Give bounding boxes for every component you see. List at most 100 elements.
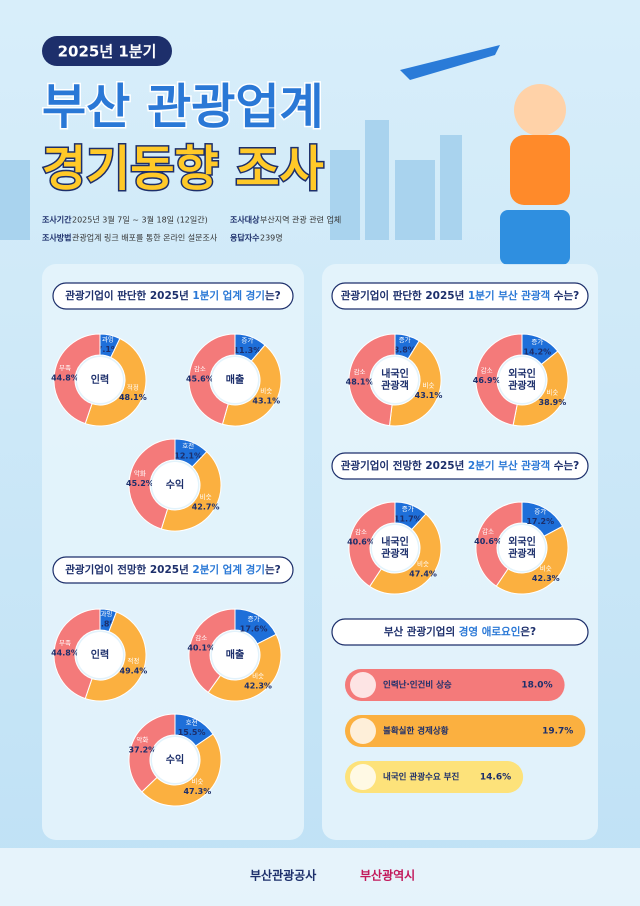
segment-name: 과잉	[100, 609, 112, 618]
title-em: 2분기 업계 경기	[192, 563, 265, 576]
segment-value: 45.2%	[126, 479, 154, 488]
donut-center-label: 내국인	[381, 535, 409, 548]
title-pre: 관광기업이 판단한 2025년	[341, 289, 468, 302]
segment-value: 37.2%	[128, 746, 156, 755]
segment-name: 감소	[195, 634, 207, 642]
segment-value: 45.6%	[186, 375, 214, 384]
title-line: 부산 관광업계	[42, 79, 324, 135]
segment-value: 46.9%	[473, 376, 501, 385]
segment-value: 17.2%	[526, 517, 554, 526]
segment-name: 부족	[59, 364, 71, 372]
info-value: 관광업계 링크 배포를 통한 온라인 설문조사	[72, 233, 218, 243]
barrier-bar	[345, 761, 524, 793]
donut-center-label: 관광객	[381, 379, 409, 392]
segment-value: 42.7%	[192, 502, 220, 511]
segment-value: 48.1%	[119, 393, 147, 402]
section-title-bg	[52, 282, 294, 310]
segment-value: 43.1%	[252, 396, 280, 405]
donut-center	[77, 632, 123, 678]
footer-logo: 부산광역시	[360, 868, 415, 883]
donut-segment	[84, 611, 147, 702]
barrier-label: 인력난·인건비 상승	[383, 680, 452, 691]
title-post: 는?	[265, 564, 281, 576]
segment-name: 감소	[481, 367, 493, 375]
section-title-bg	[331, 282, 589, 310]
segment-value: 15.5%	[178, 728, 206, 737]
badge: 2025년 1분기	[58, 43, 157, 61]
donut-segment	[141, 733, 222, 807]
donut-center-label: 인력	[91, 373, 109, 386]
donut-segment	[368, 513, 442, 595]
segment-name: 감소	[194, 365, 206, 373]
donut-segment	[160, 450, 222, 532]
segment-name: 증가	[248, 614, 260, 623]
title-em: 1분기 부산 관광객	[468, 289, 550, 302]
donut-segment	[128, 438, 176, 530]
donut-center-label: 매출	[226, 373, 244, 386]
segment-name: 호전	[182, 441, 194, 450]
barrier-value: 18.0%	[521, 681, 552, 691]
segment-value: 47.4%	[409, 569, 437, 578]
footer-band	[0, 848, 640, 906]
donut-segment	[388, 340, 442, 427]
title-line: 경기동향 조사	[42, 141, 324, 197]
segment-value: 40.6%	[347, 537, 375, 546]
donut-center-label: 관광객	[381, 547, 409, 560]
donut-center	[77, 357, 123, 403]
segment-value: 40.1%	[187, 644, 215, 653]
info-label: 조사기간	[42, 215, 72, 225]
donut-center-label: 내국인	[381, 367, 409, 380]
airplane	[400, 45, 500, 80]
segment-value: 43.1%	[415, 391, 443, 400]
segment-name: 비슷	[546, 387, 558, 396]
segment-name: 비슷	[252, 671, 264, 680]
barrier-value: 14.6%	[480, 773, 511, 783]
segment-name: 적정	[127, 656, 139, 665]
title-pre: 관광기업이 전망한 2025년	[65, 563, 192, 576]
segment-value: 40.6%	[474, 537, 502, 546]
donut-center-label: 수익	[166, 754, 184, 766]
segment-value: 8.8%	[394, 345, 416, 354]
segment-value: 44.8%	[51, 649, 79, 658]
donut-segment	[53, 333, 101, 425]
info-value: 부산지역 관광 관련 업체	[260, 215, 341, 225]
barrier-bar	[345, 669, 565, 701]
barrier-label: 내국인 관광수요 부진	[383, 772, 459, 783]
donut-segment	[348, 501, 396, 588]
segment-name: 감소	[354, 368, 366, 376]
segment-name: 감소	[482, 528, 494, 536]
info-label: 응답자수	[230, 233, 260, 243]
info-label: 조사대상	[230, 215, 260, 225]
segment-name: 호전	[186, 718, 198, 727]
donut-center	[372, 357, 418, 403]
info-value: 239명	[260, 233, 283, 243]
donut-center-label: 인력	[91, 648, 109, 661]
donut-segment	[475, 501, 523, 587]
title-post: 수는?	[550, 290, 579, 302]
segment-name: 과잉	[102, 334, 114, 343]
segment-value: 47.3%	[183, 787, 211, 796]
info-value: 2025년 3월 7일 ~ 3월 18일 (12일간)	[72, 215, 208, 225]
title-em: 경영 애로요인	[459, 625, 521, 638]
segment-value: 17.6%	[240, 624, 268, 633]
donut-segment	[188, 608, 236, 694]
suitcase	[500, 210, 570, 265]
segment-name: 비슷	[191, 777, 203, 786]
segment-name: 비슷	[260, 386, 272, 395]
segment-name: 증가	[402, 504, 414, 513]
segment-value: 11.7%	[394, 514, 422, 523]
barrier-value: 19.7%	[542, 727, 573, 737]
donut-segment	[512, 350, 569, 427]
barrier-label: 불확실한 경제상황	[383, 726, 449, 737]
segment-value: 7.1%	[97, 345, 119, 354]
donut-center	[499, 357, 545, 403]
traveler-head	[514, 84, 566, 136]
segment-value: 49.4%	[120, 667, 148, 676]
donut-center	[499, 525, 545, 571]
segment-value: 5.8%	[95, 620, 117, 629]
donut-center-label: 외국인	[508, 367, 536, 380]
segment-name: 비슷	[540, 563, 552, 572]
